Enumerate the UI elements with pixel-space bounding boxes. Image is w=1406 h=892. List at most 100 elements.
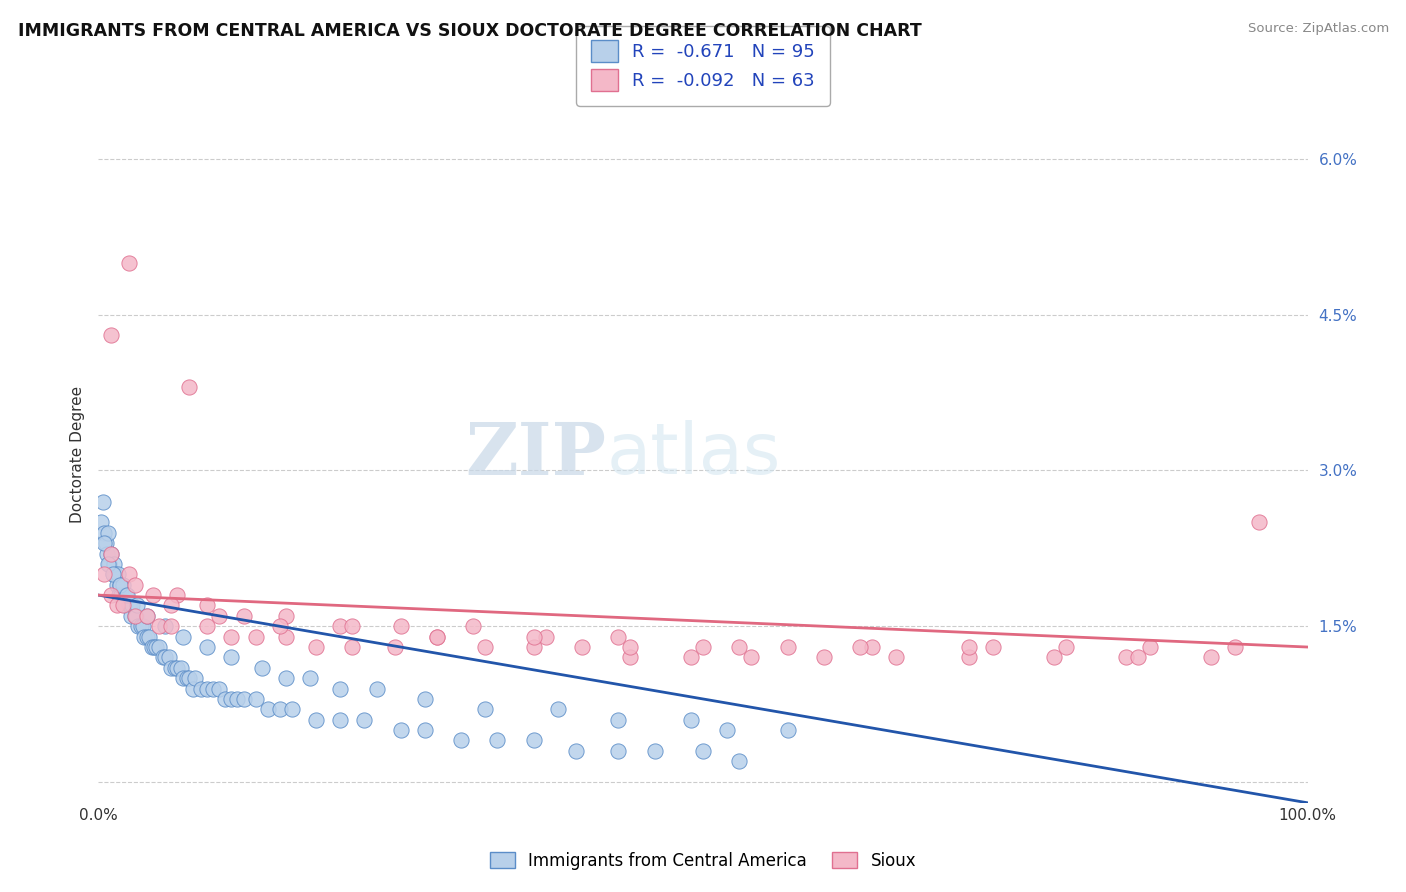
Point (692, 744, 714, 758)
Point (125, 608, 148, 623)
Point (957, 650, 980, 665)
Point (305, 713, 328, 727)
Point (169, 661, 191, 675)
Point (849, 640, 872, 654)
Point (124, 608, 146, 623)
Point (105, 599, 128, 613)
Point (160, 619, 183, 633)
Point (135, 630, 157, 644)
Point (108, 578, 131, 592)
Point (1199, 650, 1222, 665)
Point (274, 608, 297, 623)
Point (208, 608, 231, 623)
Point (1054, 640, 1077, 654)
Point (957, 640, 980, 654)
Point (115, 588, 138, 602)
Point (91, 494, 114, 508)
Point (163, 661, 186, 675)
Point (152, 650, 174, 665)
Point (274, 671, 297, 685)
Point (728, 754, 751, 768)
Point (450, 733, 472, 747)
Point (232, 608, 254, 623)
Point (179, 671, 201, 685)
Point (145, 640, 167, 654)
Point (463, 619, 485, 633)
Point (148, 619, 170, 633)
Point (100, 547, 122, 561)
Point (148, 640, 170, 654)
Text: ZIP: ZIP (465, 419, 606, 491)
Point (135, 608, 157, 623)
Point (486, 733, 509, 747)
Point (1223, 640, 1246, 654)
Point (716, 723, 738, 738)
Point (195, 640, 218, 654)
Point (1128, 650, 1150, 665)
Point (97, 557, 120, 571)
Point (134, 630, 156, 644)
Point (523, 630, 546, 644)
Point (221, 692, 243, 706)
Point (124, 608, 146, 623)
Point (195, 681, 218, 696)
Point (195, 599, 218, 613)
Point (114, 599, 136, 613)
Point (94, 536, 117, 550)
Point (117, 588, 139, 602)
Point (281, 702, 304, 716)
Point (172, 630, 194, 644)
Point (1249, 516, 1271, 530)
Point (111, 599, 134, 613)
Text: atlas: atlas (606, 420, 780, 490)
Point (121, 599, 143, 613)
Point (329, 619, 352, 633)
Point (728, 640, 751, 654)
Point (607, 713, 630, 727)
Point (426, 630, 449, 644)
Point (384, 640, 406, 654)
Point (127, 599, 149, 613)
Point (547, 702, 569, 716)
Point (184, 671, 207, 685)
Point (120, 608, 142, 623)
Point (607, 744, 630, 758)
Point (97, 525, 120, 540)
Point (118, 599, 141, 613)
Point (776, 723, 799, 738)
Point (208, 681, 231, 696)
Point (245, 630, 267, 644)
Point (813, 650, 835, 665)
Text: Source: ZipAtlas.com: Source: ZipAtlas.com (1249, 22, 1389, 36)
Point (157, 650, 180, 665)
Point (426, 630, 449, 644)
Point (221, 630, 243, 644)
Point (413, 723, 436, 738)
Point (160, 599, 183, 613)
Point (111, 578, 134, 592)
Point (166, 661, 188, 675)
Point (232, 692, 254, 706)
Point (607, 630, 630, 644)
Point (166, 588, 188, 602)
Point (389, 619, 412, 633)
Point (221, 650, 243, 665)
Point (776, 640, 799, 654)
Point (226, 692, 249, 706)
Point (250, 661, 273, 675)
Point (269, 702, 291, 716)
Point (860, 640, 883, 654)
Point (329, 713, 352, 727)
Point (90, 516, 112, 530)
Point (118, 256, 141, 270)
Point (172, 671, 194, 685)
Point (98, 557, 121, 571)
Point (176, 671, 198, 685)
Point (110, 588, 132, 602)
Point (108, 578, 131, 592)
Legend: R =  -0.671   N = 95, R =  -0.092   N = 63: R = -0.671 N = 95, R = -0.092 N = 63 (576, 26, 830, 106)
Point (153, 650, 176, 665)
Point (93, 567, 115, 582)
Text: IMMIGRANTS FROM CENTRAL AMERICA VS SIOUX DOCTORATE DEGREE CORRELATION CHART: IMMIGRANTS FROM CENTRAL AMERICA VS SIOUX… (18, 22, 922, 40)
Legend: Immigrants from Central America, Sioux: Immigrants from Central America, Sioux (484, 846, 922, 877)
